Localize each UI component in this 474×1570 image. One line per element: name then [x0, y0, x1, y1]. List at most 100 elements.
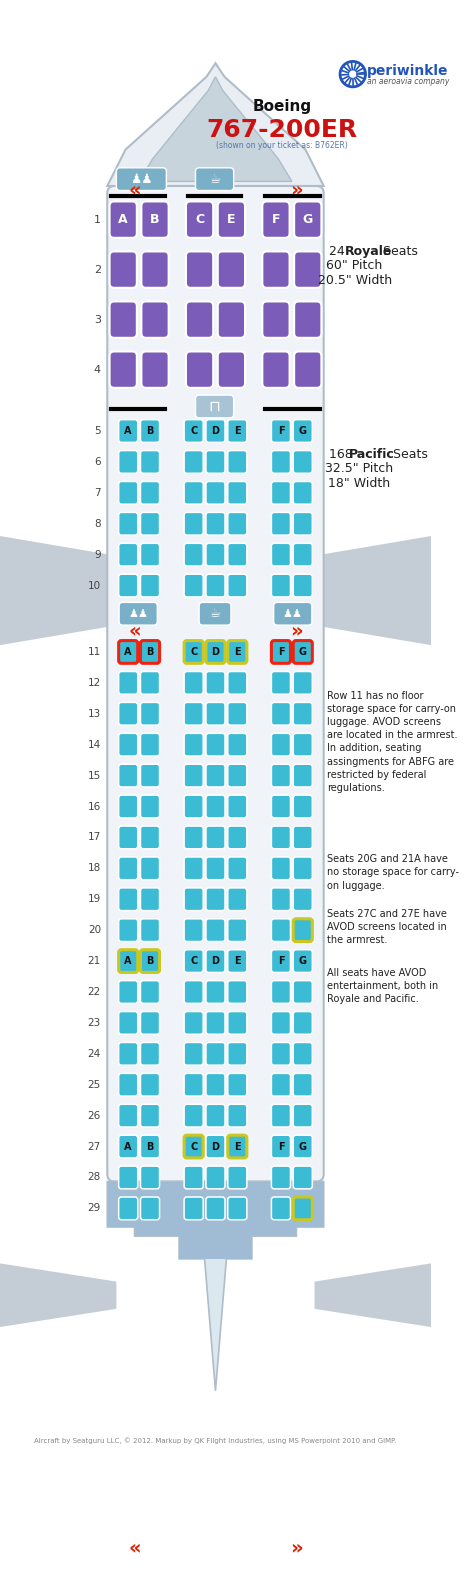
- FancyBboxPatch shape: [184, 733, 203, 757]
- FancyBboxPatch shape: [293, 950, 312, 972]
- FancyBboxPatch shape: [140, 419, 160, 443]
- Text: 14: 14: [88, 739, 101, 750]
- FancyBboxPatch shape: [184, 543, 203, 567]
- Text: 1: 1: [94, 215, 101, 225]
- Text: D: D: [211, 425, 219, 436]
- FancyBboxPatch shape: [272, 1104, 291, 1127]
- Text: B: B: [146, 425, 154, 436]
- Text: D: D: [211, 956, 219, 966]
- FancyBboxPatch shape: [140, 889, 160, 911]
- FancyBboxPatch shape: [118, 918, 138, 942]
- Text: 25: 25: [88, 1080, 101, 1090]
- FancyBboxPatch shape: [206, 950, 225, 972]
- Polygon shape: [107, 1182, 324, 1259]
- Text: F: F: [278, 425, 284, 436]
- FancyBboxPatch shape: [293, 826, 312, 849]
- FancyBboxPatch shape: [294, 301, 321, 338]
- FancyBboxPatch shape: [184, 950, 203, 972]
- Text: »: »: [290, 622, 303, 641]
- Text: C: C: [190, 647, 197, 656]
- Text: 60" Pitch: 60" Pitch: [327, 259, 383, 273]
- FancyBboxPatch shape: [184, 826, 203, 849]
- FancyBboxPatch shape: [293, 1167, 312, 1188]
- Text: C: C: [195, 214, 204, 226]
- Text: B: B: [146, 1141, 154, 1151]
- FancyBboxPatch shape: [140, 1104, 160, 1127]
- FancyBboxPatch shape: [272, 482, 291, 504]
- FancyBboxPatch shape: [206, 889, 225, 911]
- FancyBboxPatch shape: [141, 301, 169, 338]
- FancyBboxPatch shape: [206, 672, 225, 694]
- FancyBboxPatch shape: [184, 482, 203, 504]
- Text: 18" Width: 18" Width: [328, 477, 390, 490]
- Text: Royale: Royale: [345, 245, 392, 257]
- FancyBboxPatch shape: [228, 482, 247, 504]
- FancyBboxPatch shape: [228, 451, 247, 473]
- FancyBboxPatch shape: [140, 702, 160, 725]
- Text: 6: 6: [94, 457, 101, 466]
- Text: 16: 16: [88, 802, 101, 812]
- FancyBboxPatch shape: [218, 301, 245, 338]
- FancyBboxPatch shape: [272, 1135, 291, 1159]
- Text: 18: 18: [88, 864, 101, 873]
- FancyBboxPatch shape: [184, 575, 203, 597]
- Text: D: D: [211, 1141, 219, 1151]
- FancyBboxPatch shape: [109, 352, 137, 388]
- Text: Seats: Seats: [389, 447, 428, 460]
- Text: Row 11 has no floor
storage space for carry-on
luggage. AVOD screens
are located: Row 11 has no floor storage space for ca…: [328, 691, 458, 793]
- FancyBboxPatch shape: [118, 419, 138, 443]
- Polygon shape: [107, 63, 324, 185]
- Text: C: C: [190, 425, 197, 436]
- Text: periwinkle: periwinkle: [367, 63, 449, 77]
- FancyBboxPatch shape: [140, 950, 160, 972]
- FancyBboxPatch shape: [228, 1042, 247, 1064]
- FancyBboxPatch shape: [293, 918, 312, 942]
- FancyBboxPatch shape: [293, 419, 312, 443]
- FancyBboxPatch shape: [206, 543, 225, 567]
- FancyBboxPatch shape: [206, 1074, 225, 1096]
- FancyBboxPatch shape: [272, 451, 291, 473]
- FancyBboxPatch shape: [140, 451, 160, 473]
- Text: E: E: [234, 1141, 241, 1151]
- FancyBboxPatch shape: [140, 482, 160, 504]
- Text: »: »: [290, 181, 303, 199]
- FancyBboxPatch shape: [119, 603, 157, 625]
- FancyBboxPatch shape: [118, 1042, 138, 1064]
- FancyBboxPatch shape: [184, 1074, 203, 1096]
- FancyBboxPatch shape: [272, 702, 291, 725]
- FancyBboxPatch shape: [140, 543, 160, 567]
- FancyBboxPatch shape: [293, 981, 312, 1003]
- FancyBboxPatch shape: [186, 251, 213, 287]
- FancyBboxPatch shape: [118, 1011, 138, 1035]
- Text: 29: 29: [88, 1203, 101, 1214]
- FancyBboxPatch shape: [118, 1167, 138, 1188]
- FancyBboxPatch shape: [118, 575, 138, 597]
- FancyBboxPatch shape: [218, 352, 245, 388]
- FancyBboxPatch shape: [195, 396, 234, 418]
- Text: C: C: [190, 1141, 197, 1151]
- FancyBboxPatch shape: [262, 301, 290, 338]
- FancyBboxPatch shape: [184, 794, 203, 818]
- FancyBboxPatch shape: [206, 794, 225, 818]
- Text: 26: 26: [88, 1110, 101, 1121]
- Text: «: «: [128, 622, 141, 641]
- Text: All seats have AVOD
entertainment, both in
Royale and Pacific.: All seats have AVOD entertainment, both …: [328, 967, 438, 1005]
- FancyBboxPatch shape: [228, 702, 247, 725]
- FancyBboxPatch shape: [228, 950, 247, 972]
- FancyBboxPatch shape: [140, 1011, 160, 1035]
- FancyBboxPatch shape: [228, 1167, 247, 1188]
- FancyBboxPatch shape: [206, 1196, 225, 1220]
- Text: B: B: [146, 647, 154, 656]
- FancyBboxPatch shape: [272, 1074, 291, 1096]
- FancyBboxPatch shape: [228, 672, 247, 694]
- FancyBboxPatch shape: [118, 641, 138, 663]
- FancyBboxPatch shape: [184, 981, 203, 1003]
- FancyBboxPatch shape: [118, 543, 138, 567]
- FancyBboxPatch shape: [218, 201, 245, 237]
- FancyBboxPatch shape: [186, 352, 213, 388]
- FancyBboxPatch shape: [118, 1135, 138, 1159]
- FancyBboxPatch shape: [206, 702, 225, 725]
- Text: 767-200ER: 767-200ER: [206, 118, 357, 141]
- Text: A: A: [125, 956, 132, 966]
- FancyBboxPatch shape: [184, 1104, 203, 1127]
